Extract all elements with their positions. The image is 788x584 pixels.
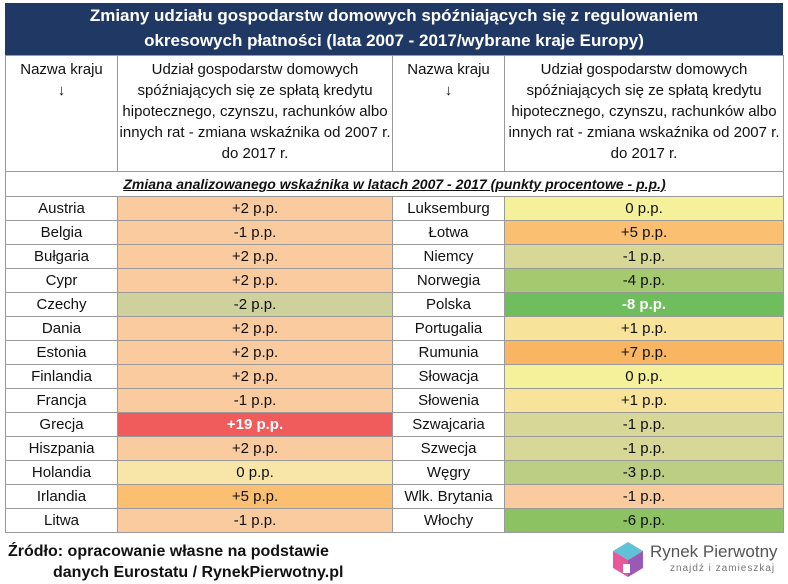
value-right: 0 p.p. bbox=[504, 364, 784, 389]
country-right: Luksemburg bbox=[392, 196, 505, 221]
brand-logo: Rynek Pierwotny znajdź i zamieszkaj bbox=[610, 540, 782, 580]
table-row: Austria +2 p.p. Luksemburg 0 p.p. bbox=[5, 196, 784, 221]
country-right: Węgry bbox=[392, 460, 505, 485]
source-line-2: danych Eurostatu / RynekPierwotny.pl bbox=[53, 564, 344, 581]
value-right: -1 p.p. bbox=[504, 412, 784, 437]
title-line-1: Zmiany udziału gospodarstw domowych spóź… bbox=[89, 6, 699, 25]
value-right: -3 p.p. bbox=[504, 460, 784, 485]
country-left: Estonia bbox=[5, 340, 118, 365]
value-right: -1 p.p. bbox=[504, 436, 784, 461]
value-left: +2 p.p. bbox=[117, 244, 393, 269]
country-right: Słowacja bbox=[392, 364, 505, 389]
subheader-row: Zmiana analizowanego wskaźnika w latach … bbox=[5, 171, 784, 197]
value-right: -8 p.p. bbox=[504, 292, 784, 317]
value-right: -6 p.p. bbox=[504, 508, 784, 533]
country-right: Włochy bbox=[392, 508, 505, 533]
value-right: -1 p.p. bbox=[504, 244, 784, 269]
table-row: Irlandia +5 p.p. Wlk. Brytania -1 p.p. bbox=[5, 484, 784, 509]
table-row: Francja -1 p.p. Słowenia +1 p.p. bbox=[5, 388, 784, 413]
country-right: Słowenia bbox=[392, 388, 505, 413]
header-indicator-left: Udział gospodarstw domowych spóźniającyc… bbox=[117, 55, 393, 172]
table-row: Hiszpania +2 p.p. Szwecja -1 p.p. bbox=[5, 436, 784, 461]
table-row: Litwa -1 p.p. Włochy -6 p.p. bbox=[5, 508, 784, 533]
down-arrow-icon: ↓ bbox=[444, 82, 453, 99]
country-right: Łotwa bbox=[392, 220, 505, 245]
country-left: Belgia bbox=[5, 220, 118, 245]
value-left: -2 p.p. bbox=[117, 292, 393, 317]
table-row: Czechy -2 p.p. Polska -8 p.p. bbox=[5, 292, 784, 317]
source-line-1: Źródło: opracowanie własne na podstawie bbox=[8, 543, 329, 560]
value-left: +19 p.p. bbox=[117, 412, 393, 437]
value-right: 0 p.p. bbox=[504, 196, 784, 221]
table-row: Bułgaria +2 p.p. Niemcy -1 p.p. bbox=[5, 244, 784, 269]
country-right: Norwegia bbox=[392, 268, 505, 293]
country-left: Czechy bbox=[5, 292, 118, 317]
header-country-label: Nazwa kraju bbox=[20, 61, 103, 78]
country-right: Szwecja bbox=[392, 436, 505, 461]
title-line-2: okresowych płatności (lata 2007 - 2017/w… bbox=[144, 31, 644, 50]
country-left: Austria bbox=[5, 196, 118, 221]
country-left: Grecja bbox=[5, 412, 118, 437]
value-right: +1 p.p. bbox=[504, 316, 784, 341]
logo-name: Rynek Pierwotny bbox=[650, 542, 778, 561]
country-right: Szwajcaria bbox=[392, 412, 505, 437]
value-left: +2 p.p. bbox=[117, 340, 393, 365]
header-row: Nazwa kraju ↓ Udział gospodarstw domowyc… bbox=[5, 55, 784, 172]
table-row: Dania +2 p.p. Portugalia +1 p.p. bbox=[5, 316, 784, 341]
country-left: Cypr bbox=[5, 268, 118, 293]
table-row: Finlandia +2 p.p. Słowacja 0 p.p. bbox=[5, 364, 784, 389]
table-title: Zmiany udziału gospodarstw domowych spóź… bbox=[5, 3, 783, 55]
country-right: Wlk. Brytania bbox=[392, 484, 505, 509]
country-left: Bułgaria bbox=[5, 244, 118, 269]
down-arrow-icon: ↓ bbox=[57, 82, 66, 99]
value-right: -1 p.p. bbox=[504, 484, 784, 509]
logo-tagline: znajdź i zamieszkaj bbox=[670, 563, 776, 574]
value-right: +5 p.p. bbox=[504, 220, 784, 245]
table-row: Estonia +2 p.p. Rumunia +7 p.p. bbox=[5, 340, 784, 365]
value-right: +1 p.p. bbox=[504, 388, 784, 413]
country-right: Rumunia bbox=[392, 340, 505, 365]
table-row: Grecja +19 p.p. Szwajcaria -1 p.p. bbox=[5, 412, 784, 437]
value-left: -1 p.p. bbox=[117, 508, 393, 533]
value-left: +2 p.p. bbox=[117, 196, 393, 221]
value-left: 0 p.p. bbox=[117, 460, 393, 485]
house-logo-icon bbox=[613, 542, 643, 577]
value-left: +2 p.p. bbox=[117, 364, 393, 389]
value-right: -4 p.p. bbox=[504, 268, 784, 293]
value-right: +7 p.p. bbox=[504, 340, 784, 365]
value-left: +5 p.p. bbox=[117, 484, 393, 509]
source-note: Źródło: opracowanie własne na podstawie … bbox=[8, 541, 343, 583]
value-left: -1 p.p. bbox=[117, 388, 393, 413]
table-row: Belgia -1 p.p. Łotwa +5 p.p. bbox=[5, 220, 784, 245]
table-row: Cypr +2 p.p. Norwegia -4 p.p. bbox=[5, 268, 784, 293]
subheader: Zmiana analizowanego wskaźnika w latach … bbox=[5, 171, 784, 197]
country-right: Polska bbox=[392, 292, 505, 317]
value-left: +2 p.p. bbox=[117, 268, 393, 293]
country-left: Hiszpania bbox=[5, 436, 118, 461]
value-left: +2 p.p. bbox=[117, 436, 393, 461]
header-indicator-right: Udział gospodarstw domowych spóźniającyc… bbox=[504, 55, 784, 172]
country-right: Niemcy bbox=[392, 244, 505, 269]
table-row: Holandia 0 p.p. Węgry -3 p.p. bbox=[5, 460, 784, 485]
country-left: Dania bbox=[5, 316, 118, 341]
country-left: Litwa bbox=[5, 508, 118, 533]
country-right: Portugalia bbox=[392, 316, 505, 341]
value-left: +2 p.p. bbox=[117, 316, 393, 341]
country-left: Irlandia bbox=[5, 484, 118, 509]
header-country-right: Nazwa kraju ↓ bbox=[392, 55, 505, 172]
country-left: Holandia bbox=[5, 460, 118, 485]
country-left: Finlandia bbox=[5, 364, 118, 389]
country-left: Francja bbox=[5, 388, 118, 413]
header-country-label: Nazwa kraju bbox=[407, 61, 490, 78]
data-table: Nazwa kraju ↓ Udział gospodarstw domowyc… bbox=[5, 55, 784, 533]
value-left: -1 p.p. bbox=[117, 220, 393, 245]
header-country-left: Nazwa kraju ↓ bbox=[5, 55, 118, 172]
